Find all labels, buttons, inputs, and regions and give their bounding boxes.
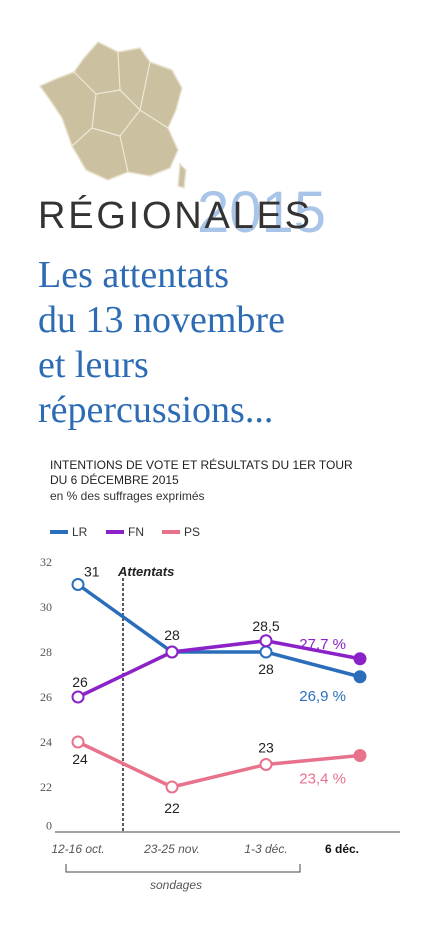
y-tick-label: 26 [40, 690, 52, 704]
value-label: 26,9 % [299, 688, 346, 705]
group-bracket [65, 864, 301, 873]
title-line: répercussions... [38, 389, 273, 431]
data-point [259, 758, 273, 771]
x-tick-label: 23-25 nov. [143, 842, 200, 856]
data-point [71, 578, 85, 591]
legend-label: PS [184, 525, 200, 539]
value-label: 24 [72, 751, 88, 767]
data-point [71, 735, 85, 749]
data-point [259, 645, 273, 659]
series-line [76, 583, 361, 679]
title-line: du 13 novembre [38, 299, 285, 341]
data-point [259, 634, 273, 648]
legend-label: FN [128, 525, 144, 539]
y-tick-label: 28 [40, 645, 52, 659]
value-label: 23,4 % [299, 771, 346, 788]
y-tick-label: 24 [40, 735, 52, 749]
value-label: 26 [72, 674, 88, 690]
x-tick-label: 6 déc. [325, 842, 359, 856]
y-tick-label: 22 [40, 780, 52, 794]
subtitle-line: INTENTIONS DE VOTE ET RÉSULTATS DU 1ER T… [50, 457, 353, 472]
france-map [38, 41, 187, 190]
data-point [71, 690, 85, 704]
data-point [353, 749, 367, 762]
value-label: 28 [164, 627, 180, 643]
data-point [165, 645, 179, 659]
subtitle-line: DU 6 DÉCEMBRE 2015 [50, 472, 179, 487]
value-label: 23 [258, 740, 274, 756]
legend-label: LR [72, 525, 88, 539]
x-tick-label: 12-16 oct. [51, 842, 104, 856]
group-label: sondages [150, 878, 202, 892]
title-line: et leurs [38, 344, 149, 386]
x-tick-label: 1-3 déc. [244, 842, 287, 856]
map-borders [71, 51, 169, 173]
units: en % des suffrages exprimés [50, 489, 205, 503]
value-label: 28 [258, 661, 274, 677]
y-tick-label: 30 [40, 600, 52, 614]
y-tick-label: 0 [46, 819, 52, 833]
y-tick-label: 32 [40, 555, 52, 569]
series-line [77, 638, 361, 699]
title-line: Les attentats [38, 254, 229, 296]
data-point [165, 780, 179, 794]
annotation: Attentats [117, 564, 174, 579]
data-point [353, 670, 367, 684]
data-point [353, 652, 367, 666]
value-label: 28,5 [252, 618, 279, 634]
series-line [77, 740, 361, 789]
value-label: 27,7 % [299, 636, 346, 653]
kicker: RÉGIONALES [38, 194, 310, 237]
kicker-year: 2015 [197, 180, 326, 245]
value-label: 31 [84, 564, 100, 580]
value-label: 22 [164, 800, 180, 816]
